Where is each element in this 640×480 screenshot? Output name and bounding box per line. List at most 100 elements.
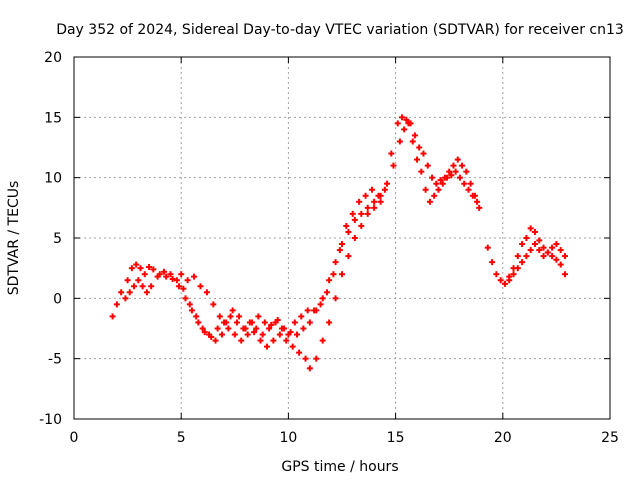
y-tick-label: 15: [44, 110, 62, 126]
data-point: [253, 325, 260, 332]
data-point: [431, 192, 438, 199]
grid-layer: [74, 57, 610, 419]
data-point: [197, 283, 204, 290]
data-point: [257, 337, 264, 344]
data-point: [377, 192, 384, 199]
data-point: [514, 253, 521, 260]
y-tick-label: 0: [53, 291, 62, 307]
chart-title: Day 352 of 2024, Sidereal Day-to-day VTE…: [56, 22, 624, 38]
data-point: [326, 277, 333, 284]
data-point: [527, 247, 534, 254]
y-tick-label: 20: [44, 50, 62, 66]
data-point: [218, 331, 225, 338]
data-point: [349, 210, 356, 217]
data-point: [351, 216, 358, 223]
data-point: [233, 319, 240, 326]
data-point: [225, 325, 232, 332]
data-point: [497, 277, 504, 284]
data-point: [450, 162, 457, 169]
data-point: [332, 295, 339, 302]
data-point: [519, 241, 526, 248]
data-point: [283, 337, 290, 344]
data-point: [139, 283, 146, 290]
data-point: [536, 247, 543, 254]
data-point: [351, 235, 358, 241]
data-point: [557, 261, 564, 268]
data-point: [358, 222, 365, 229]
data-point: [236, 313, 243, 320]
data-point: [422, 186, 429, 193]
data-point: [133, 261, 140, 268]
data-point: [540, 253, 547, 260]
data-point: [137, 265, 144, 272]
data-point: [135, 277, 142, 284]
data-point: [227, 313, 234, 320]
data-point: [409, 138, 416, 145]
data-point: [362, 192, 369, 199]
data-point: [531, 241, 538, 248]
x-tick-label: 15: [387, 430, 405, 446]
data-point: [527, 225, 534, 232]
data-point: [364, 204, 371, 211]
data-point: [161, 268, 168, 275]
data-point: [390, 162, 397, 169]
data-point: [339, 271, 345, 278]
data-point: [411, 132, 418, 139]
data-point: [199, 325, 206, 332]
x-tick-label: 5: [177, 430, 186, 446]
y-tick-label: 10: [44, 171, 62, 187]
data-point: [266, 325, 273, 332]
data-point: [291, 319, 298, 326]
data-point: [396, 138, 403, 145]
data-point: [484, 244, 491, 251]
data-point: [229, 307, 236, 314]
data-point: [414, 156, 421, 163]
data-point: [557, 247, 564, 254]
data-point: [381, 186, 388, 193]
data-point: [405, 120, 412, 127]
data-point: [176, 283, 183, 290]
data-point: [141, 271, 148, 278]
data-point: [343, 222, 350, 229]
data-point: [210, 301, 217, 308]
data-point: [553, 241, 560, 248]
data-point: [281, 325, 288, 332]
data-point: [319, 295, 326, 302]
data-point: [514, 265, 521, 272]
data-point: [248, 319, 255, 326]
data-point: [231, 331, 238, 338]
data-point: [251, 329, 258, 336]
data-point: [180, 285, 187, 292]
data-point: [201, 329, 208, 336]
data-point: [536, 237, 543, 244]
data-point: [435, 186, 442, 193]
data-point: [452, 168, 459, 175]
data-point: [287, 329, 294, 336]
data-point: [523, 253, 530, 260]
data-point: [433, 180, 440, 187]
data-point: [193, 313, 200, 320]
data-point: [313, 307, 320, 314]
data-point: [143, 289, 150, 296]
data-point: [244, 331, 251, 338]
data-point: [549, 244, 556, 251]
data-point: [401, 126, 408, 133]
data-point: [531, 228, 538, 235]
ticks-layer: 0 5 10 15 20 25 -10 -5 0 5 10 15 20: [39, 50, 619, 446]
data-point: [467, 180, 474, 187]
data-point: [317, 301, 324, 308]
data-point: [124, 277, 131, 284]
data-point: [549, 253, 556, 260]
data-point: [212, 337, 219, 344]
data-point: [474, 198, 481, 205]
data-point: [424, 162, 431, 169]
data-point: [358, 210, 365, 217]
data-point: [270, 337, 277, 344]
data-point: [476, 204, 483, 211]
data-point: [459, 162, 466, 169]
data-point: [238, 337, 245, 344]
data-point: [429, 174, 436, 181]
data-point: [561, 253, 568, 260]
data-point: [255, 313, 262, 320]
y-tick-label: -5: [48, 352, 62, 368]
